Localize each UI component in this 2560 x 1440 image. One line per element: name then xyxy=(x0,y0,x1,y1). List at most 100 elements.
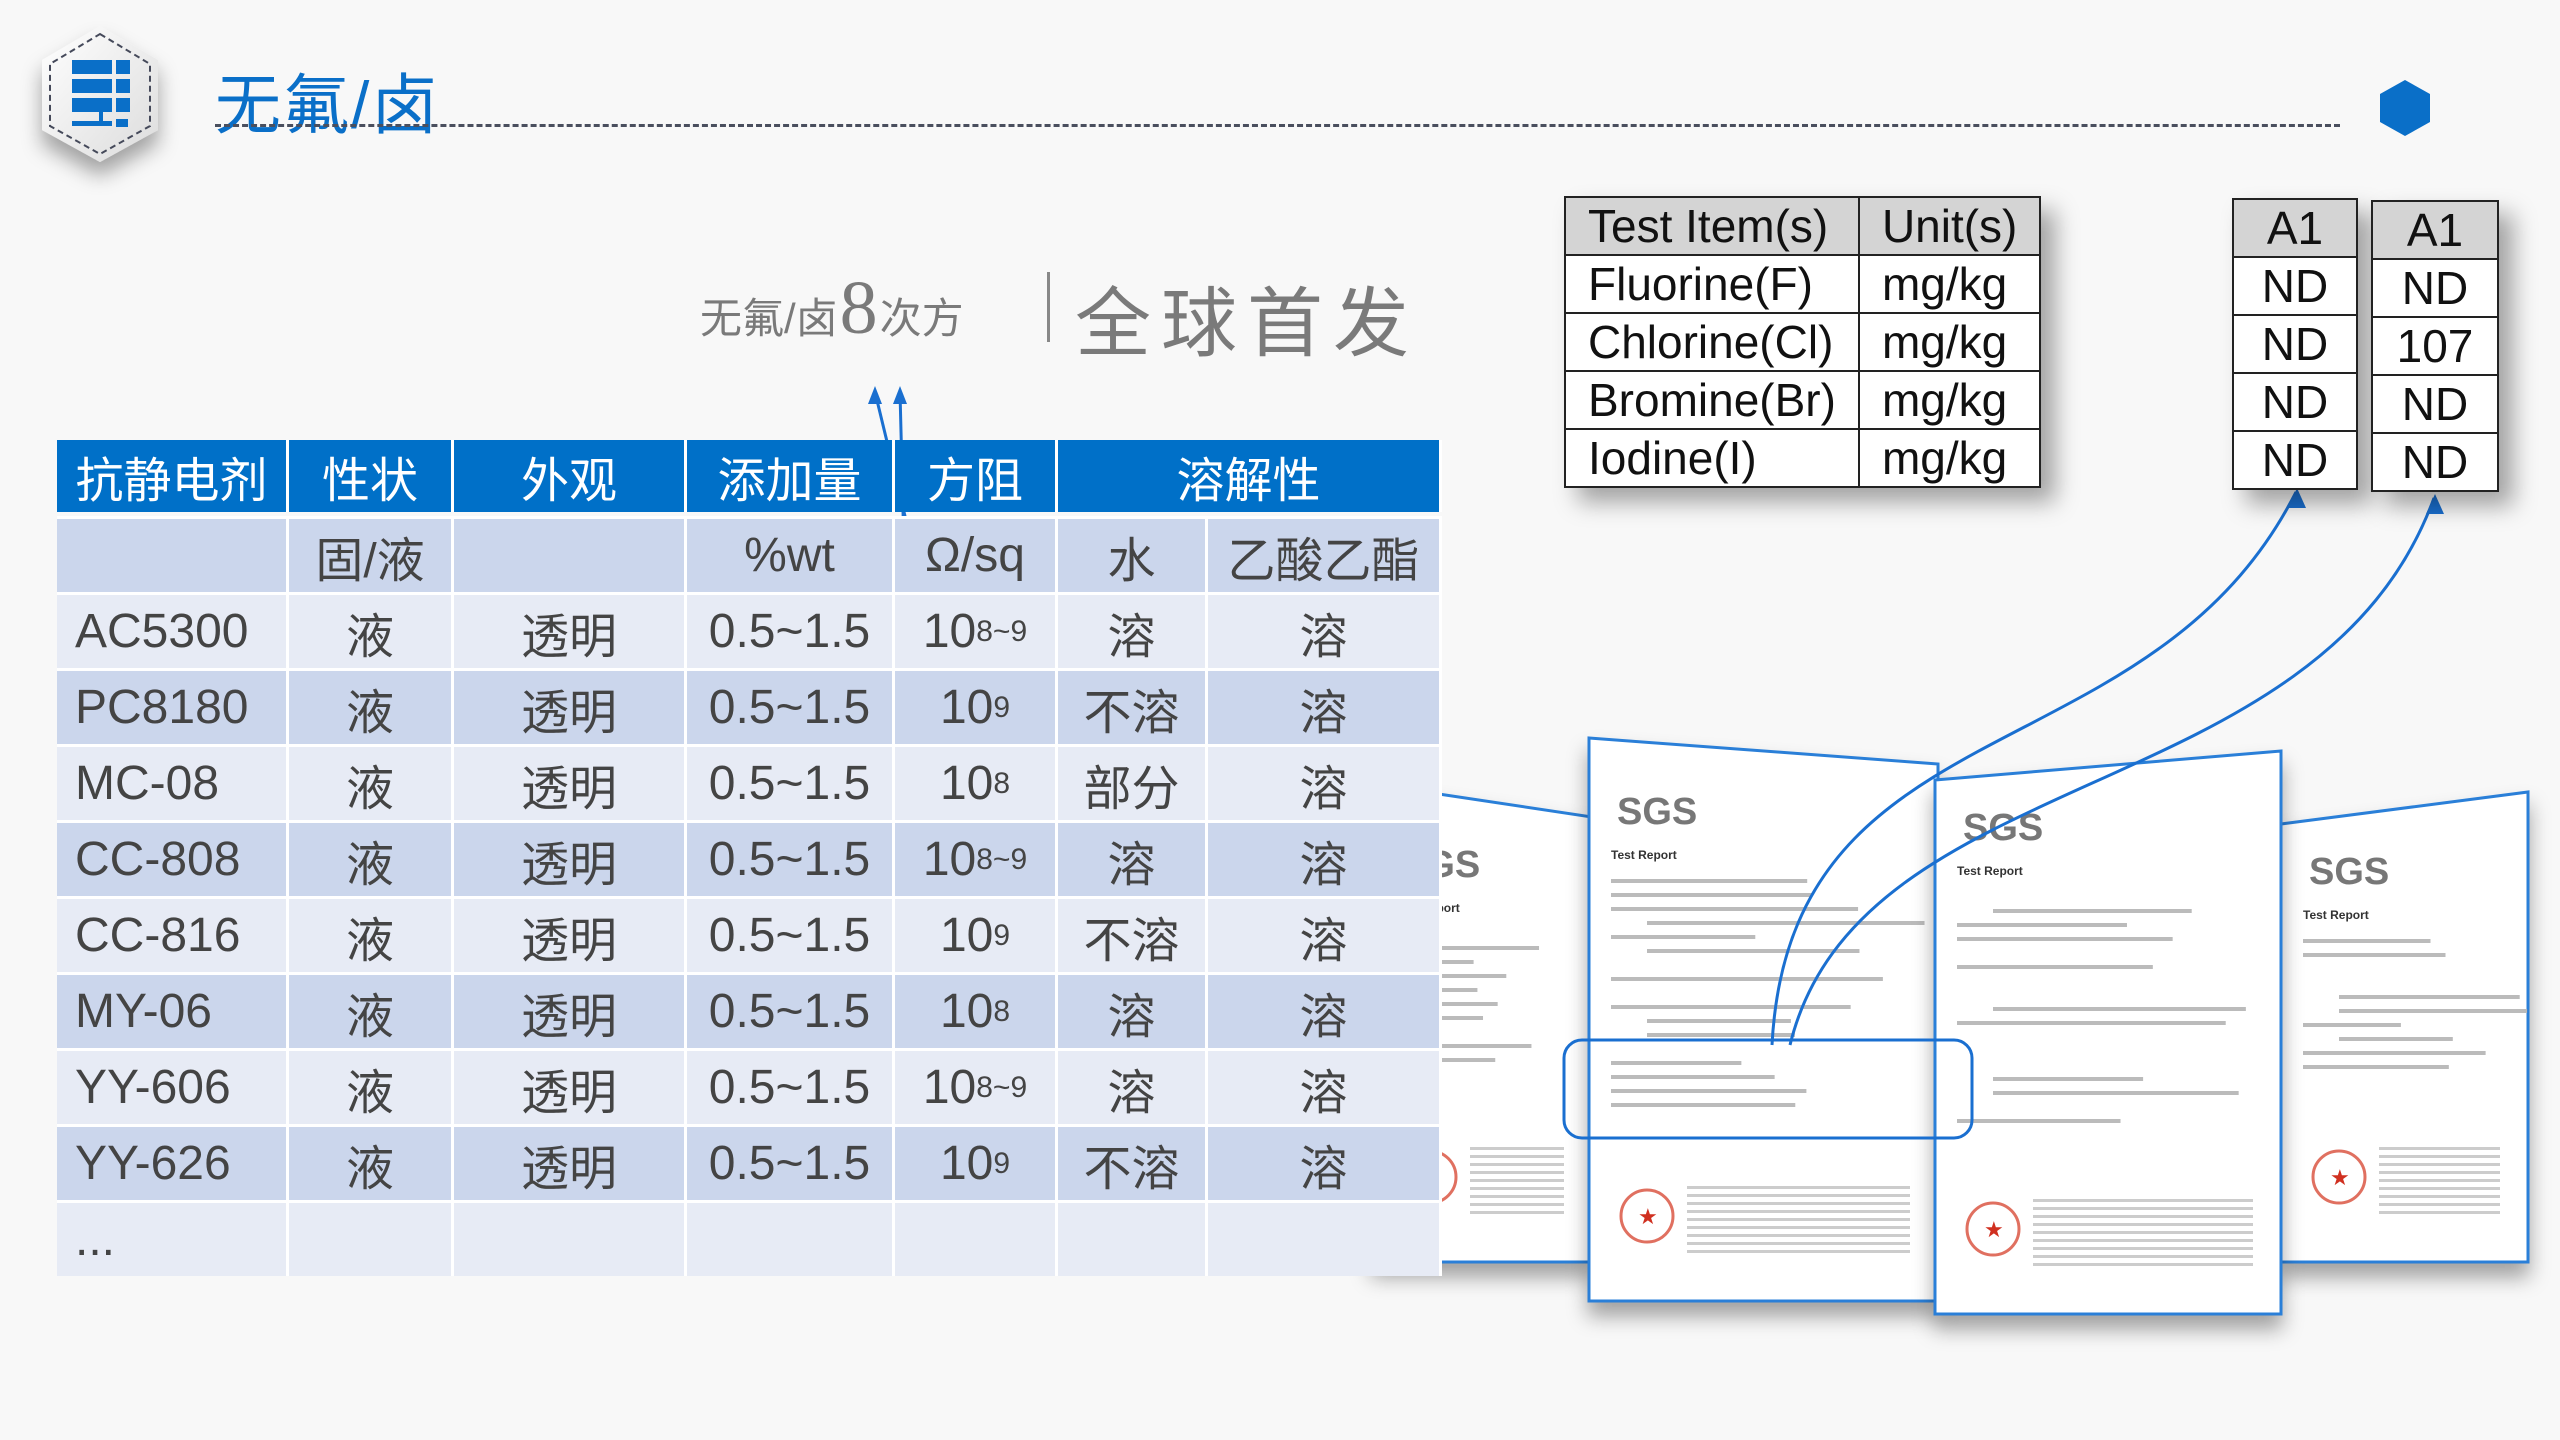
empty-cell xyxy=(1208,1200,1442,1276)
appearance-cell: 透明 xyxy=(454,592,687,668)
water-solubility: 不溶 xyxy=(1058,896,1208,972)
report-heading: Test Report xyxy=(1611,848,1677,862)
result-column-2: A1 ND 107 ND ND xyxy=(2371,200,2499,492)
svg-text:★: ★ xyxy=(1984,1217,2004,1242)
resistance-cell: 10 8~9 xyxy=(895,1048,1058,1124)
sgs-report-documents: SGS Test Report ★ SGS Test Report ★ SGS Test Re… xyxy=(1372,738,2528,1314)
hexagon-decoration xyxy=(2380,80,2430,136)
water-solubility: 不溶 xyxy=(1058,668,1208,744)
ethyl-acetate-solubility: 溶 xyxy=(1208,744,1442,820)
resistance-base: 10 xyxy=(923,604,976,659)
test-cell: mg/kg xyxy=(1859,313,2040,371)
resistance-base: 10 xyxy=(923,832,976,887)
sgs-logo: SGS xyxy=(1963,807,2043,849)
report-page: SGS Test Report ★ xyxy=(1935,751,2281,1314)
appearance-cell: 透明 xyxy=(454,1124,687,1200)
state-cell: 液 xyxy=(289,668,454,744)
empty-cell xyxy=(687,1200,895,1276)
resistance-exponent: 9 xyxy=(993,691,1010,725)
column-header: 外观 xyxy=(454,440,687,512)
ethyl-acetate-solubility: 溶 xyxy=(1208,668,1442,744)
product-name: MY-06 xyxy=(57,972,289,1048)
resistance-exponent: 8 xyxy=(993,995,1010,1029)
ethyl-acetate-solubility: 溶 xyxy=(1208,592,1442,668)
test-cell: Iodine(I) xyxy=(1565,429,1859,487)
result-value: ND xyxy=(2372,433,2498,491)
subtitle-number: 8 xyxy=(840,270,878,346)
resistance-base: 10 xyxy=(923,1060,976,1115)
resistance-cell: 10 8~9 xyxy=(895,820,1058,896)
ethyl-acetate-solubility: 溶 xyxy=(1208,1124,1442,1200)
water-solubility: 部分 xyxy=(1058,744,1208,820)
unit-cell: Ω/sq xyxy=(895,516,1058,592)
subtitle-suffix: 次方 xyxy=(880,285,964,346)
water-solubility: 溶 xyxy=(1058,820,1208,896)
amount-cell: 0.5~1.5 xyxy=(687,744,895,820)
result-value: ND xyxy=(2233,373,2357,431)
result-value: ND xyxy=(2372,259,2498,317)
report-page: SGS Test Report ★ xyxy=(2281,792,2528,1262)
subtitle-divider xyxy=(1047,272,1050,342)
amount-cell: 0.5~1.5 xyxy=(687,896,895,972)
amount-cell: 0.5~1.5 xyxy=(687,1124,895,1200)
column-header: 溶解性 xyxy=(1058,440,1442,512)
appearance-cell: 透明 xyxy=(454,820,687,896)
state-cell: 液 xyxy=(289,1124,454,1200)
subtitle: 无氟/卤 8 次方 xyxy=(700,270,964,346)
test-cell: Fluorine(F) xyxy=(1565,255,1859,313)
state-cell: 液 xyxy=(289,1048,454,1124)
empty-cell xyxy=(1058,1200,1208,1276)
page-title: 无氟/卤 xyxy=(215,52,439,148)
result-value: ND xyxy=(2233,257,2357,315)
product-name: PC8180 xyxy=(57,668,289,744)
subtitle-prefix: 无氟/卤 xyxy=(700,285,838,346)
title-divider xyxy=(215,124,2340,127)
column-header: 抗静电剂 xyxy=(57,440,289,512)
water-solubility: 溶 xyxy=(1058,1048,1208,1124)
empty-cell xyxy=(895,1200,1058,1276)
unit-cell xyxy=(454,516,687,592)
header-badge xyxy=(42,26,158,162)
amount-cell: 0.5~1.5 xyxy=(687,1048,895,1124)
resistance-exponent: 8~9 xyxy=(976,843,1027,877)
result-header: A1 xyxy=(2233,199,2357,257)
ethyl-acetate-solubility: 溶 xyxy=(1208,820,1442,896)
water-solubility: 溶 xyxy=(1058,972,1208,1048)
amount-cell: 0.5~1.5 xyxy=(687,820,895,896)
unit-cell: 乙酸乙酯 xyxy=(1208,516,1442,592)
product-name: AC5300 xyxy=(57,592,289,668)
water-solubility: 不溶 xyxy=(1058,1124,1208,1200)
test-cell: Chlorine(Cl) xyxy=(1565,313,1859,371)
resistance-exponent: 9 xyxy=(993,919,1010,953)
state-cell: 液 xyxy=(289,744,454,820)
ethyl-acetate-solubility: 溶 xyxy=(1208,896,1442,972)
state-cell: 液 xyxy=(289,592,454,668)
resistance-base: 10 xyxy=(940,908,993,963)
resistance-base: 10 xyxy=(940,756,993,811)
more-rows: ... xyxy=(57,1200,289,1276)
test-cell: Bromine(Br) xyxy=(1565,371,1859,429)
state-cell: 液 xyxy=(289,972,454,1048)
resistance-exponent: 8~9 xyxy=(976,615,1027,649)
ethyl-acetate-solubility: 溶 xyxy=(1208,1048,1442,1124)
sgs-logo: SGS xyxy=(2309,851,2389,893)
amount-cell: 0.5~1.5 xyxy=(687,972,895,1048)
product-name: YY-606 xyxy=(57,1048,289,1124)
svg-text:★: ★ xyxy=(2330,1165,2350,1190)
test-cell: mg/kg xyxy=(1859,429,2040,487)
report-page: SGS Test Report ★ xyxy=(1589,738,1938,1301)
resistance-cell: 10 8 xyxy=(895,972,1058,1048)
state-cell: 液 xyxy=(289,896,454,972)
table-row: Iodine(I) mg/kg xyxy=(1565,429,2040,487)
resistance-exponent: 8 xyxy=(993,767,1010,801)
ethyl-acetate-solubility: 溶 xyxy=(1208,972,1442,1048)
empty-cell xyxy=(289,1200,454,1276)
empty-cell xyxy=(454,1200,687,1276)
test-items-table: Test Item(s) Unit(s) Fluorine(F) mg/kg Chlor… xyxy=(1564,196,2041,488)
test-cell: mg/kg xyxy=(1859,371,2040,429)
tagline: 全球首发 xyxy=(1075,262,1419,372)
state-cell: 液 xyxy=(289,820,454,896)
report-heading: Test Report xyxy=(2303,908,2369,922)
test-header: Unit(s) xyxy=(1859,197,2040,255)
unit-cell: 水 xyxy=(1058,516,1208,592)
